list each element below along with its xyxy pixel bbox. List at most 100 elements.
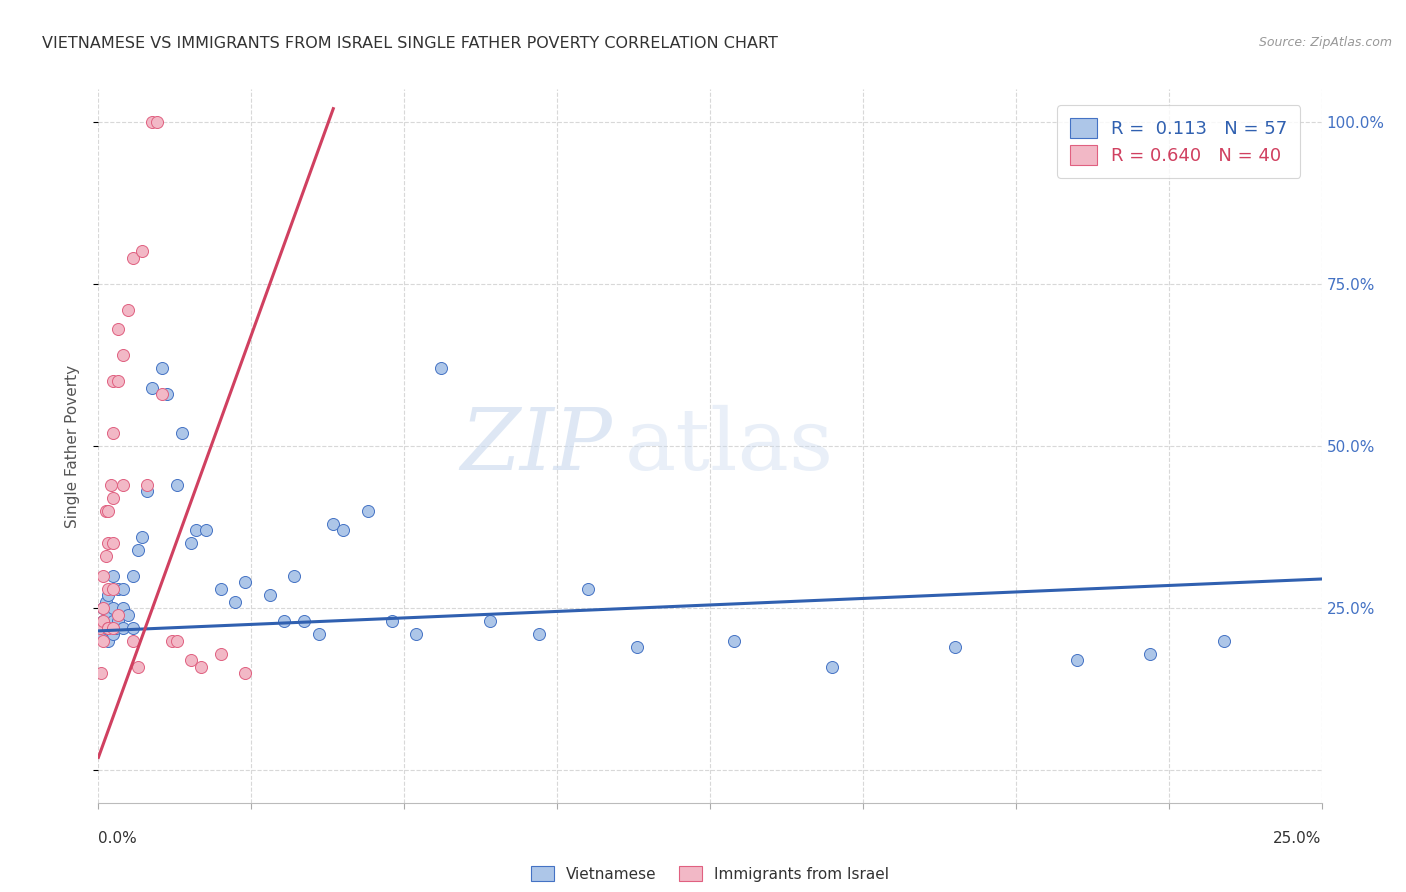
Point <box>332 524 354 538</box>
Point <box>111 478 134 492</box>
Point <box>166 478 188 492</box>
Point <box>117 607 139 622</box>
Point <box>626 640 648 654</box>
Point <box>209 582 232 596</box>
Point <box>90 627 112 641</box>
Point <box>111 348 134 362</box>
Point <box>101 582 124 596</box>
Point <box>100 478 122 492</box>
Point <box>356 504 378 518</box>
Point <box>1066 653 1088 667</box>
Point <box>91 601 114 615</box>
Point <box>104 621 127 635</box>
Text: ZIP: ZIP <box>460 405 612 487</box>
Point <box>107 607 129 622</box>
Point <box>91 614 114 628</box>
Point <box>478 614 501 628</box>
Point <box>136 478 159 492</box>
Point <box>111 601 134 615</box>
Point <box>576 582 599 596</box>
Point <box>101 536 124 550</box>
Point <box>101 627 124 641</box>
Point <box>146 114 169 128</box>
Point <box>101 601 124 615</box>
Point <box>156 387 179 401</box>
Point <box>91 614 114 628</box>
Point <box>121 251 143 265</box>
Point <box>97 582 120 596</box>
Point <box>117 302 139 317</box>
Point <box>150 387 173 401</box>
Point <box>97 588 120 602</box>
Point <box>943 640 966 654</box>
Point <box>101 568 124 582</box>
Point <box>150 361 173 376</box>
Point <box>90 666 112 681</box>
Point <box>131 244 153 259</box>
Point <box>97 633 120 648</box>
Point <box>94 549 117 564</box>
Point <box>259 588 281 602</box>
Point <box>91 633 114 648</box>
Point <box>91 568 114 582</box>
Point <box>127 659 149 673</box>
Text: Source: ZipAtlas.com: Source: ZipAtlas.com <box>1258 36 1392 49</box>
Point <box>136 484 159 499</box>
Point <box>170 425 193 440</box>
Y-axis label: Single Father Poverty: Single Father Poverty <box>65 365 80 527</box>
Point <box>322 516 344 531</box>
Point <box>111 582 134 596</box>
Text: 0.0%: 0.0% <box>98 831 138 846</box>
Point <box>127 542 149 557</box>
Point <box>107 614 129 628</box>
Point <box>101 491 124 505</box>
Point <box>107 582 129 596</box>
Point <box>121 633 143 648</box>
Point <box>121 568 143 582</box>
Point <box>121 621 143 635</box>
Point <box>111 621 134 635</box>
Point <box>160 633 183 648</box>
Point <box>405 627 427 641</box>
Point <box>101 614 124 628</box>
Point <box>101 374 124 388</box>
Point <box>94 621 117 635</box>
Point <box>180 536 202 550</box>
Legend: Vietnamese, Immigrants from Israel: Vietnamese, Immigrants from Israel <box>524 860 896 888</box>
Point <box>91 601 114 615</box>
Point <box>195 524 218 538</box>
Point <box>89 621 111 635</box>
Point <box>94 595 117 609</box>
Point <box>233 666 256 681</box>
Point <box>308 627 330 641</box>
Point <box>107 374 129 388</box>
Point <box>209 647 232 661</box>
Point <box>101 621 124 635</box>
Point <box>1139 647 1161 661</box>
Point <box>97 621 120 635</box>
Point <box>180 653 202 667</box>
Point <box>381 614 404 628</box>
Point <box>101 425 124 440</box>
Point <box>131 530 153 544</box>
Point <box>100 621 122 635</box>
Point <box>283 568 305 582</box>
Point <box>186 524 208 538</box>
Point <box>527 627 550 641</box>
Point <box>292 614 315 628</box>
Point <box>273 614 295 628</box>
Point <box>141 114 163 128</box>
Point <box>107 322 129 336</box>
Point <box>94 504 117 518</box>
Point <box>1212 633 1234 648</box>
Point <box>821 659 844 673</box>
Text: VIETNAMESE VS IMMIGRANTS FROM ISRAEL SINGLE FATHER POVERTY CORRELATION CHART: VIETNAMESE VS IMMIGRANTS FROM ISRAEL SIN… <box>42 36 778 51</box>
Point <box>190 659 212 673</box>
Text: atlas: atlas <box>624 404 834 488</box>
Point <box>224 595 246 609</box>
Point <box>166 633 188 648</box>
Point <box>97 504 120 518</box>
Point <box>723 633 745 648</box>
Point <box>233 575 256 590</box>
Point <box>97 621 120 635</box>
